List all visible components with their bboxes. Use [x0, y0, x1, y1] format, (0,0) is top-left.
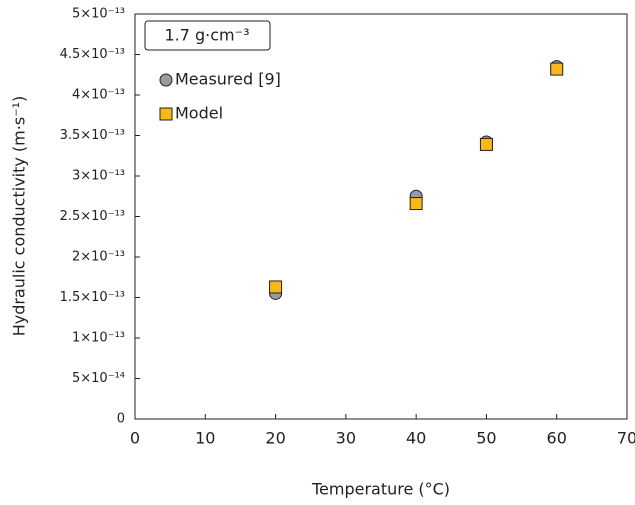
y-tick-label: 2×10⁻¹³	[72, 250, 125, 265]
legend-marker	[159, 73, 173, 87]
y-tick-label: 1×10⁻¹³	[72, 331, 125, 346]
y-tick-label: 4×10⁻¹³	[72, 88, 125, 103]
x-tick-label: 30	[336, 429, 356, 448]
x-tick-label: 0	[130, 429, 140, 448]
x-tick-label: 10	[195, 429, 215, 448]
square-marker	[409, 197, 423, 211]
square-marker	[550, 62, 564, 76]
x-tick-label: 20	[265, 429, 285, 448]
annotation-box	[144, 20, 271, 51]
x-tick-label: 40	[406, 429, 426, 448]
x-tick-label: 60	[547, 429, 567, 448]
x-tick-label: 70	[617, 429, 635, 448]
legend-label: Measured [9]	[175, 70, 281, 89]
y-tick-label: 5×10⁻¹³	[72, 7, 125, 22]
y-tick-label: 2.5×10⁻¹³	[60, 209, 125, 224]
y-tick-label: 4.5×10⁻¹³	[60, 47, 125, 62]
y-tick-label: 3.5×10⁻¹³	[60, 128, 125, 143]
square-marker	[479, 137, 493, 151]
annotation: 1.7 g·cm⁻³	[164, 26, 249, 45]
y-axis-label: Hydraulic conductivity (m·s⁻¹)	[10, 96, 29, 337]
legend-marker	[159, 107, 173, 121]
x-tick-label: 50	[476, 429, 496, 448]
y-tick-label: 1.5×10⁻¹³	[60, 290, 125, 305]
legend-label: Model	[175, 104, 223, 123]
x-axis-label: Temperature (°C)	[311, 480, 450, 499]
y-tick-label: 0	[117, 412, 125, 427]
y-tick-label: 5×10⁻¹⁴	[72, 371, 125, 386]
square-marker	[269, 280, 283, 294]
y-tick-label: 3×10⁻¹³	[72, 169, 125, 184]
